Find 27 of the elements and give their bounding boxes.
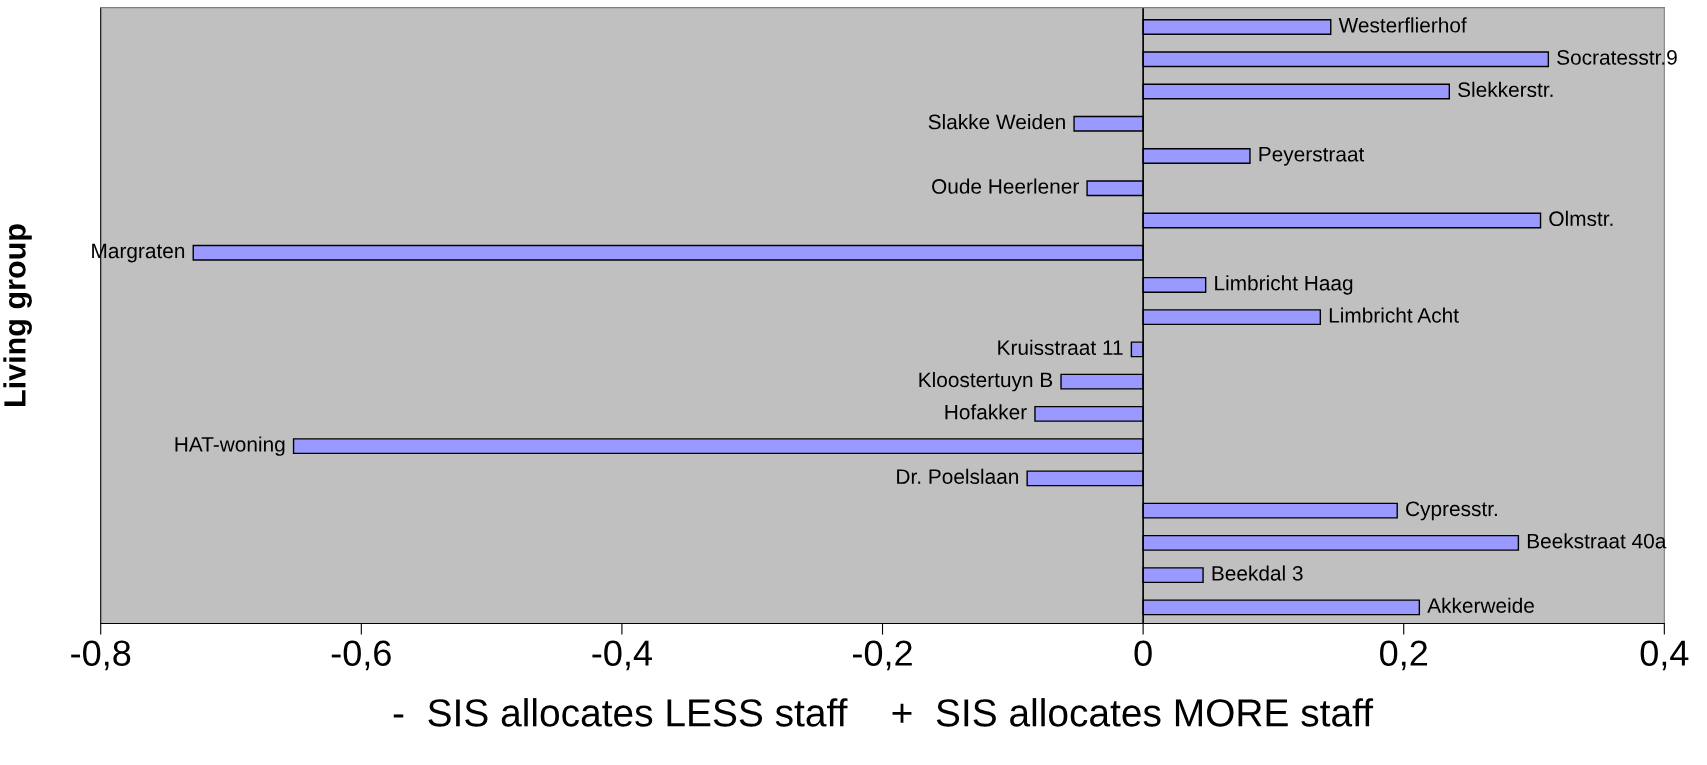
y-tick-label: Limbricht Acht: [1329, 307, 1459, 323]
y-tick-label: Oude Heerlener: [932, 178, 1079, 194]
y-axis-title: Living group: [3, 224, 32, 407]
y-tick-label: Peyerstraat: [1259, 147, 1365, 166]
y-tick-label: Cypresstr.: [1406, 501, 1497, 521]
y-tick-label: Hofakker: [945, 404, 1027, 420]
x-tick-label: -0,6: [331, 640, 391, 671]
y-tick-label: Kruisstraat 11: [998, 339, 1123, 356]
x-axis-title: - SIS allocates LESS staff + SIS allocates MORE staff: [393, 698, 1374, 727]
y-tick-label: Beekdal 3: [1212, 565, 1303, 581]
x-tick-label: 0,2: [1380, 640, 1428, 671]
x-tick-label: 0: [1134, 640, 1152, 666]
y-tick-label: Limbricht Haag: [1215, 275, 1353, 295]
y-tick-label: Socratesstr.9: [1557, 50, 1677, 65]
x-tick-label: -0,2: [853, 640, 912, 671]
y-tick-label: Akkerweide: [1427, 597, 1534, 613]
x-tick-label: -0,4: [592, 640, 652, 671]
y-tick-label: Dr. Poelslaan: [897, 468, 1018, 484]
y-tick-label: Beekstraat 40a: [1527, 533, 1667, 549]
y-tick-label: Olmstr.: [1549, 210, 1613, 227]
y-tick-label: Slekkerstr.: [1458, 81, 1553, 98]
y-tick-label: HAT-woning: [175, 436, 285, 456]
x-tick-label: 0,4: [1640, 640, 1689, 671]
y-tick-label: Slakke Weiden: [928, 114, 1065, 130]
y-tick-label: Kloostertuyn B: [919, 371, 1053, 392]
y-tick-label: Westerflierhof: [1338, 17, 1467, 33]
x-tick-label: -0,8: [71, 640, 131, 671]
